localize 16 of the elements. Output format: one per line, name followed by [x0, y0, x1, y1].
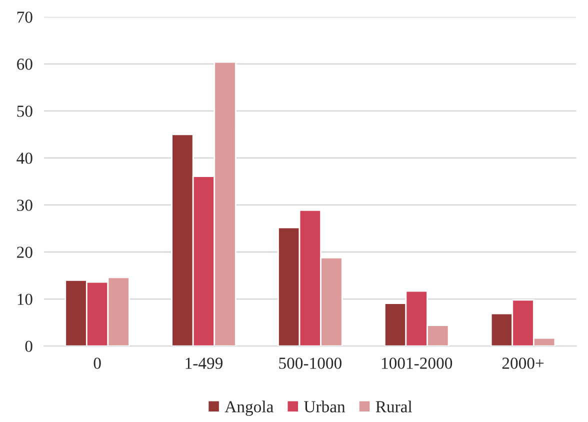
legend-label: Angola — [224, 400, 274, 416]
x-tick-label: 0 — [94, 358, 101, 369]
y-tick-label: 30 — [17, 200, 32, 211]
x-tick-label: 1-499 — [186, 358, 222, 369]
x-tick-label: 2000+ — [502, 358, 544, 369]
legend-label: Urban — [304, 400, 346, 412]
y-tick-label: 40 — [16, 152, 32, 164]
y-tick-label: 60 — [17, 58, 32, 70]
y-tick-label: 10 — [18, 294, 32, 305]
y-tick-label: 20 — [17, 246, 32, 258]
x-tick-label: 500-1000 — [279, 358, 342, 369]
y-tick-label: 50 — [17, 106, 32, 117]
y-tick-label: 70 — [17, 12, 32, 23]
legend-label: Rural — [376, 400, 412, 412]
x-tick-label: 1001-2000 — [382, 358, 452, 369]
y-tick-label: 0 — [25, 340, 32, 352]
